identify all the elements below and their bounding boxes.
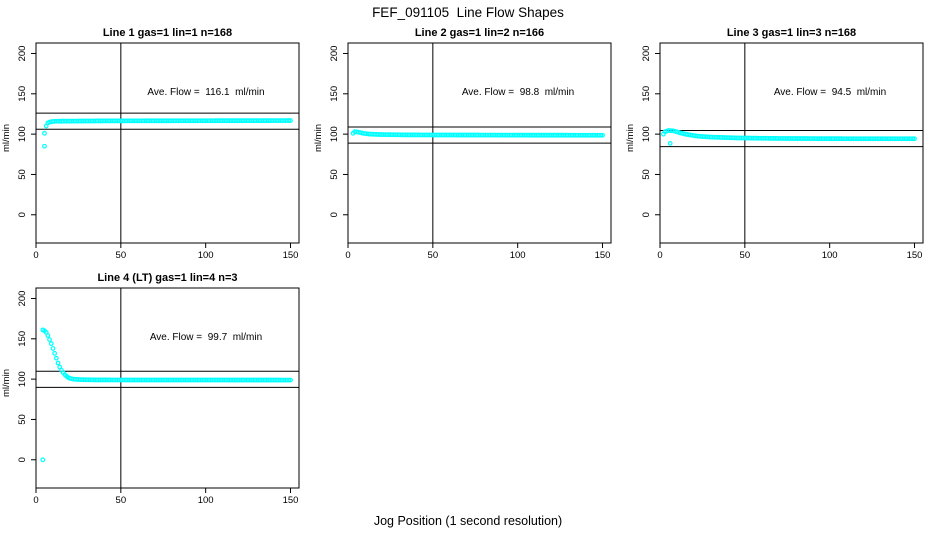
x-tick-label: 50: [428, 250, 439, 261]
y-tick-label: 50: [329, 169, 340, 180]
panel-title: Line 2 gas=1 lin=2 n=166: [414, 27, 545, 39]
data-series: [350, 129, 605, 138]
x-tick-label: 150: [283, 250, 299, 261]
x-tick-label: 50: [740, 250, 751, 261]
figure-title: FEF_091105 Line Flow Shapes: [372, 5, 564, 20]
panel-title: Line 4 (LT) gas=1 lin=4 n=3: [97, 272, 238, 284]
ave-flow-annotation: Ave. Flow = 116.1 ml/min: [147, 87, 265, 98]
panel-line-1: Line 1 gas=1 lin=1 n=168 0 50 100 150 0 50 100…: [0, 25, 312, 270]
data-point: [48, 341, 54, 347]
x-tick-label: 100: [198, 250, 214, 261]
y-tick-label: 50: [17, 169, 28, 180]
plot-box: [35, 42, 300, 244]
outlier-point: [667, 141, 673, 146]
panel-plot: 0 50 100 150 0 50 100 150 200 ml/min: [313, 42, 612, 261]
outlier-point: [40, 457, 46, 463]
data-point: [53, 355, 59, 361]
x-tick-label: 150: [283, 495, 299, 506]
y-tick-label: 100: [17, 371, 28, 387]
data-point: [600, 132, 605, 138]
y-axis-label: ml/min: [313, 124, 324, 152]
x-tick-label: 150: [907, 250, 923, 261]
x-tick-label: 0: [33, 250, 38, 261]
plot-box: [659, 42, 924, 244]
y-tick-label: 200: [17, 46, 28, 62]
y-axis-label: ml/min: [625, 124, 636, 152]
data-point: [286, 377, 292, 383]
x-tick-label: 50: [116, 250, 127, 261]
panel-plot: 0 50 100 150 0 50 100 150 200 ml/min: [625, 42, 924, 261]
y-tick-label: 150: [329, 86, 340, 102]
data-point: [288, 377, 293, 383]
y-tick-label: 200: [641, 46, 652, 62]
data-point: [288, 118, 293, 123]
data-point: [47, 337, 52, 343]
x-tick-label: 150: [595, 250, 611, 261]
panel-line-4: Line 4 (LT) gas=1 lin=4 n=3 0 50 100 150 0 50…: [0, 270, 312, 515]
y-tick-label: 150: [17, 86, 28, 102]
y-tick-label: 50: [17, 414, 28, 425]
panel-plot: 0 50 100 150 0 50 100 150 200 ml/min: [1, 42, 300, 261]
x-tick-label: 0: [33, 495, 38, 506]
y-tick-label: 200: [17, 291, 28, 307]
data-point: [52, 350, 58, 356]
y-tick-label: 200: [329, 46, 340, 62]
y-tick-label: 0: [329, 212, 340, 217]
data-series: [660, 128, 917, 146]
panel-line-2: Line 2 gas=1 lin=2 n=166 0 50 100 150 0 50 100…: [312, 25, 624, 270]
x-tick-label: 100: [198, 495, 214, 506]
panel-title: Line 3 gas=1 lin=3 n=168: [726, 27, 857, 39]
outlier-point: [42, 143, 47, 149]
data-point: [912, 136, 917, 142]
y-tick-label: 100: [641, 126, 652, 142]
y-tick-label: 0: [641, 212, 652, 217]
ave-flow-annotation: Ave. Flow = 98.8 ml/min: [461, 87, 575, 98]
panel-plot: 0 50 100 150 0 50 100 150 200 ml/min: [1, 287, 300, 506]
y-tick-label: 150: [17, 331, 28, 347]
data-point: [55, 360, 61, 366]
x-tick-label: 0: [657, 250, 662, 261]
data-point: [910, 136, 916, 142]
panel-line-3: Line 3 gas=1 lin=3 n=168 0 50 100 150 0 50 100…: [624, 25, 936, 270]
plot-box: [35, 287, 300, 489]
x-tick-label: 50: [116, 495, 127, 506]
data-point: [50, 346, 56, 351]
y-tick-label: 100: [329, 126, 340, 142]
y-axis-label: ml/min: [1, 124, 12, 152]
data-point: [598, 132, 604, 138]
y-tick-label: 0: [17, 457, 28, 462]
y-tick-label: 150: [641, 86, 652, 102]
data-series: [40, 327, 293, 463]
x-tick-label: 0: [345, 250, 350, 261]
ave-flow-annotation: Ave. Flow = 94.5 ml/min: [773, 87, 887, 98]
outlier-point: [42, 130, 47, 136]
panel-title: Line 1 gas=1 lin=1 n=168: [102, 27, 233, 39]
data-point: [45, 333, 51, 338]
x-axis-label: Jog Position (1 second resolution): [373, 514, 563, 528]
y-tick-label: 100: [17, 126, 28, 142]
y-axis-label: ml/min: [1, 369, 12, 397]
data-series: [42, 118, 293, 149]
x-tick-label: 100: [510, 250, 526, 261]
ave-flow-annotation: Ave. Flow = 99.7 ml/min: [149, 332, 263, 343]
x-tick-label: 100: [822, 250, 838, 261]
y-tick-label: 0: [17, 212, 28, 217]
y-tick-label: 50: [641, 169, 652, 180]
data-point: [286, 118, 292, 123]
